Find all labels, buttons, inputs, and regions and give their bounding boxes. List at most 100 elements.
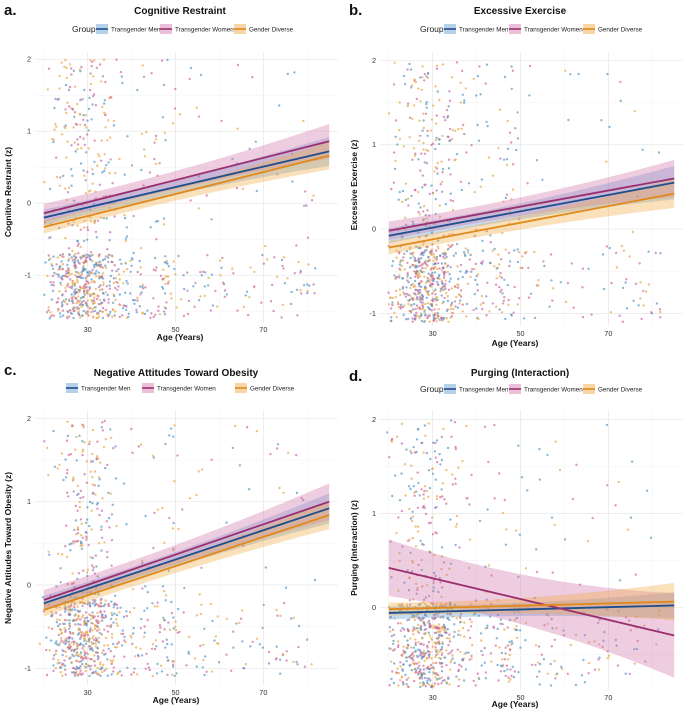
data-point: [69, 632, 72, 635]
data-point: [412, 615, 416, 619]
data-point: [195, 493, 198, 497]
data-point: [501, 658, 504, 661]
data-point: [405, 659, 408, 663]
data-point: [398, 274, 401, 277]
data-point: [74, 150, 77, 153]
data-point: [81, 450, 84, 453]
data-point: [79, 540, 83, 543]
data-point: [425, 101, 428, 104]
data-point: [450, 649, 454, 652]
data-point: [54, 652, 57, 656]
data-point: [437, 673, 440, 677]
data-point: [442, 288, 445, 292]
data-point: [480, 262, 484, 265]
data-point: [434, 212, 437, 216]
data-point: [415, 438, 419, 441]
data-point: [210, 273, 214, 276]
data-point: [426, 72, 430, 75]
data-point: [93, 309, 97, 313]
data-point: [96, 507, 99, 510]
data-point: [472, 77, 475, 81]
data-point: [94, 645, 98, 648]
data-point: [84, 179, 88, 182]
data-point: [625, 307, 629, 310]
data-point: [454, 305, 457, 308]
data-point: [168, 516, 171, 520]
data-point: [143, 155, 147, 158]
data-point: [438, 273, 441, 277]
data-point: [500, 258, 503, 261]
data-point: [474, 262, 477, 266]
data-point: [72, 199, 76, 202]
data-point: [86, 226, 89, 229]
data-point: [78, 660, 81, 663]
data-point: [533, 316, 537, 320]
data-point: [410, 519, 414, 523]
data-point: [112, 621, 115, 624]
data-point: [65, 66, 68, 70]
data-point: [434, 166, 437, 169]
data-point: [204, 271, 207, 274]
data-point: [524, 567, 528, 570]
data-point: [75, 287, 78, 290]
data-point: [64, 124, 67, 127]
data-point: [91, 622, 95, 625]
data-point: [412, 633, 415, 636]
data-point: [423, 285, 427, 288]
data-point: [126, 268, 129, 271]
data-point: [90, 672, 94, 675]
data-point: [68, 105, 71, 108]
data-point: [85, 151, 88, 154]
data-point: [503, 75, 507, 79]
data-point: [102, 649, 105, 652]
data-point: [503, 658, 507, 661]
data-point: [389, 630, 392, 633]
data-point: [117, 285, 120, 288]
data-point: [93, 139, 96, 142]
data-point: [302, 498, 305, 502]
data-point: [447, 677, 450, 680]
data-point: [49, 315, 52, 318]
data-point: [441, 662, 444, 665]
data-point: [407, 204, 410, 207]
data-point: [313, 578, 317, 582]
data-point: [100, 310, 104, 313]
data-point: [432, 441, 435, 444]
data-point: [85, 126, 88, 129]
data-point: [410, 86, 413, 89]
data-point: [60, 260, 63, 263]
data-point: [246, 426, 249, 429]
data-point: [394, 135, 397, 138]
data-point: [425, 217, 428, 220]
data-point: [81, 269, 85, 272]
data-point: [78, 666, 81, 670]
data-point: [110, 632, 114, 636]
legend-label-transgender-men: Transgender Men: [459, 387, 509, 394]
data-point: [387, 303, 391, 306]
data-point: [89, 658, 92, 661]
data-point: [139, 443, 143, 446]
data-point: [81, 604, 84, 608]
data-point: [101, 272, 105, 275]
data-point: [425, 489, 428, 492]
data-point: [489, 241, 492, 244]
data-point: [642, 304, 645, 307]
data-point: [499, 622, 502, 625]
data-point: [426, 666, 429, 669]
data-point: [455, 152, 459, 156]
data-point: [566, 281, 570, 285]
data-point: [554, 677, 557, 680]
data-point: [150, 312, 153, 315]
data-point: [416, 586, 419, 589]
data-point: [279, 614, 282, 618]
data-point: [282, 256, 286, 259]
data-point: [426, 129, 429, 133]
data-point: [454, 477, 457, 480]
data-point: [462, 679, 466, 682]
data-point: [90, 299, 93, 302]
data-point: [231, 446, 234, 450]
data-point: [77, 295, 80, 298]
data-point: [411, 263, 415, 267]
data-point: [293, 71, 296, 74]
data-point: [80, 305, 83, 309]
